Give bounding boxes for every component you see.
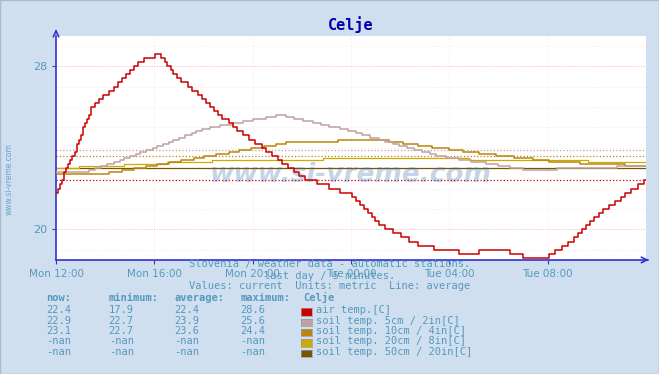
Text: -nan: -nan [109,347,134,356]
Text: now:: now: [46,293,71,303]
Text: soil temp. 20cm / 8in[C]: soil temp. 20cm / 8in[C] [316,336,467,346]
Text: www.si-vreme.com: www.si-vreme.com [210,162,492,188]
Text: Slovenia / weather data - automatic stations.: Slovenia / weather data - automatic stat… [189,260,470,269]
Text: Values: current  Units: metric  Line: average: Values: current Units: metric Line: aver… [189,281,470,291]
Text: 22.7: 22.7 [109,316,134,325]
Text: -nan: -nan [109,336,134,346]
Text: www.si-vreme.com: www.si-vreme.com [5,144,14,215]
Text: -nan: -nan [241,347,266,356]
Text: -nan: -nan [46,347,71,356]
Text: last day / 5 minutes.: last day / 5 minutes. [264,271,395,280]
Text: 23.9: 23.9 [175,316,200,325]
Text: 28.6: 28.6 [241,305,266,315]
Text: -nan: -nan [175,347,200,356]
Text: soil temp. 50cm / 20in[C]: soil temp. 50cm / 20in[C] [316,347,473,356]
Text: minimum:: minimum: [109,293,159,303]
Text: average:: average: [175,293,225,303]
Text: soil temp. 5cm / 2in[C]: soil temp. 5cm / 2in[C] [316,316,460,325]
Text: 22.4: 22.4 [46,305,71,315]
Text: -nan: -nan [175,336,200,346]
Text: 25.6: 25.6 [241,316,266,325]
Text: -nan: -nan [46,336,71,346]
Text: air temp.[C]: air temp.[C] [316,305,391,315]
Title: Celje: Celje [328,16,374,33]
Text: 23.6: 23.6 [175,326,200,335]
Text: 17.9: 17.9 [109,305,134,315]
Text: 23.1: 23.1 [46,326,71,335]
Text: 22.4: 22.4 [175,305,200,315]
Text: -nan: -nan [241,336,266,346]
Text: 22.7: 22.7 [109,326,134,335]
Text: Celje: Celje [303,292,334,303]
Text: 22.9: 22.9 [46,316,71,325]
Text: maximum:: maximum: [241,293,291,303]
Text: 24.4: 24.4 [241,326,266,335]
Text: soil temp. 10cm / 4in[C]: soil temp. 10cm / 4in[C] [316,326,467,335]
